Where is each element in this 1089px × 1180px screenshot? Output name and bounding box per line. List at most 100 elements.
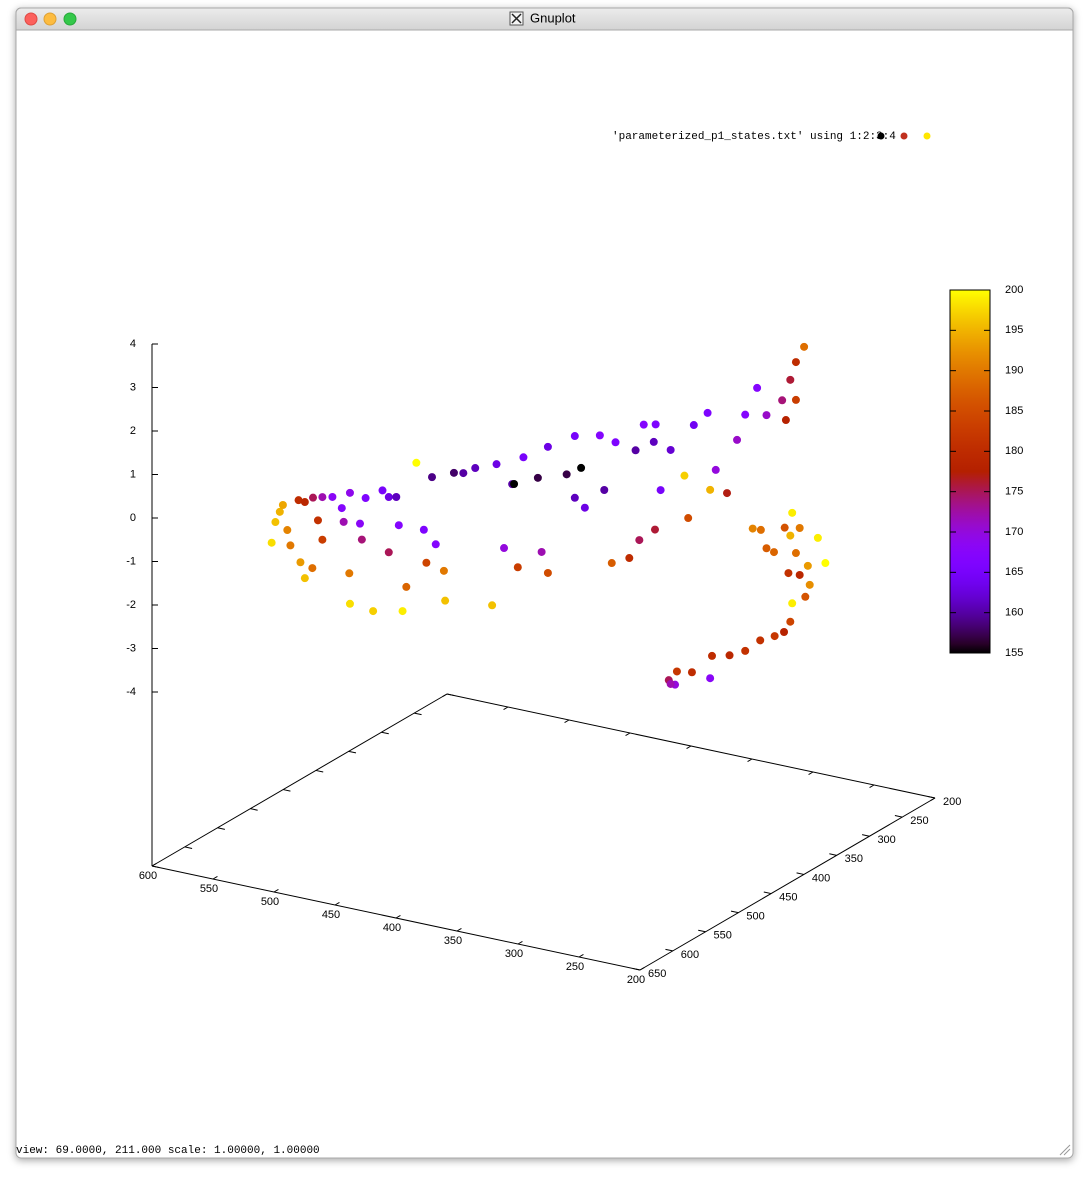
point [309,493,318,502]
point [384,548,393,557]
point [821,559,830,568]
point [788,599,797,608]
window [15,7,1074,1159]
point [600,485,609,494]
x-tick [442,693,448,698]
point [666,679,675,688]
title-bar [15,7,1074,31]
resize-grip[interactable] [1059,1144,1071,1156]
point [398,607,407,616]
colorbar-tick-label: 180 [1005,445,1023,457]
x-tick [625,732,631,737]
point [369,607,378,616]
y-tick [446,693,455,697]
point [788,508,797,517]
point [519,453,528,462]
point [361,494,370,503]
zoom-button[interactable] [63,12,77,26]
point [666,445,675,454]
z-tick-label: -4 [126,686,136,698]
point [791,549,800,558]
point [419,525,428,534]
point [577,463,586,472]
legend-marker [900,132,908,140]
y-tick [927,795,936,799]
close-button[interactable] [24,12,38,26]
x-tick [456,927,462,932]
point [769,548,778,557]
x-tick-label: 450 [322,909,340,921]
point [689,421,698,430]
back-edge [151,693,448,867]
legend-marker [877,132,885,140]
point [780,523,789,532]
x-tick-label: 400 [383,922,401,934]
legend-label: 'parameterized_p1_states.txt' using 1:2:… [612,131,896,143]
point [308,564,317,573]
y-tick-label: 600 [681,949,699,961]
point [706,674,715,683]
y-tick-label: 400 [812,872,830,884]
x-tick [869,784,875,789]
z-tick-label: 1 [130,468,136,480]
point [723,489,732,498]
point [492,460,501,469]
point [741,410,750,419]
point [781,416,790,425]
point [791,395,800,404]
point [384,493,393,502]
point [708,651,717,660]
x-tick [639,966,645,971]
x-tick-label: 350 [444,935,462,947]
point [537,547,546,556]
y-tick [250,808,258,811]
point [631,446,640,455]
y-tick-label: 350 [845,853,863,865]
point [680,471,689,480]
z-tick-label: -1 [126,555,136,567]
window-title: Gnuplot [530,10,576,25]
y-tick [862,834,870,837]
point [428,473,437,482]
point [803,561,812,570]
y-tick-label: 300 [877,834,895,846]
point [439,566,448,575]
y-tick [763,891,772,895]
point [392,492,401,501]
y-axis-line [639,797,936,971]
y-tick [698,929,706,933]
minimize-button[interactable] [43,12,57,26]
colorbar-tick-label: 155 [1005,647,1023,659]
point [791,358,800,367]
x-tick-label: 550 [200,883,218,895]
x-tick [747,758,753,763]
y-tick [217,827,225,830]
point [801,592,810,601]
point [543,442,552,451]
point [510,479,519,488]
y-tick [894,815,903,818]
y-tick [315,769,324,773]
point [805,580,814,589]
x-tick [151,862,157,867]
point [684,514,693,523]
point [378,486,387,495]
x-tick-label: 200 [627,974,645,986]
point [337,504,346,513]
x-tick-label: 250 [566,961,584,973]
colorbar-tick-label: 160 [1005,607,1023,619]
status-bar: view: 69.0000, 211.000 scale: 1.00000, 1… [16,1145,320,1157]
point [786,375,795,384]
point [278,501,287,510]
x-tick [517,940,523,945]
point [725,651,734,660]
point [459,469,468,478]
colorbar-tick-label: 175 [1005,486,1023,498]
point [651,420,660,429]
point [741,646,750,655]
point [402,582,411,591]
point [706,485,715,494]
y-tick [151,865,160,869]
point [784,569,793,578]
point [762,544,771,553]
